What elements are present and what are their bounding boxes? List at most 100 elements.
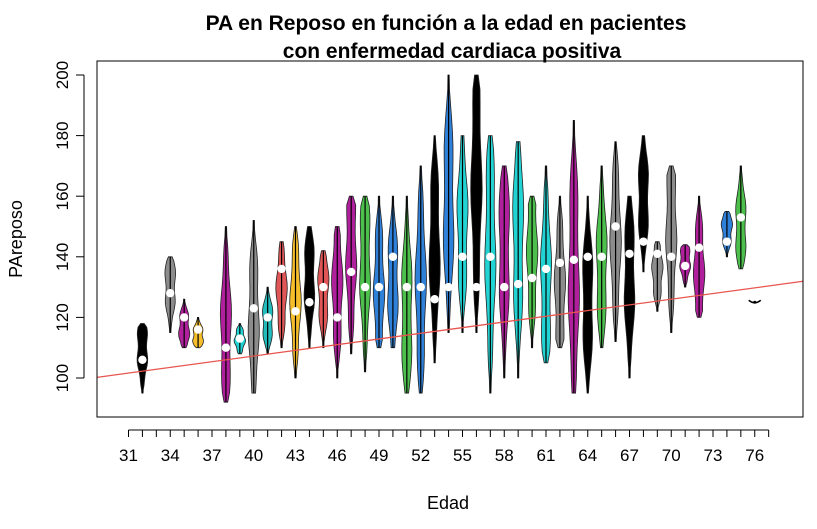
- x-tick-label: 34: [161, 446, 180, 465]
- x-tick-label: 31: [119, 446, 138, 465]
- violin-age-55: [456, 135, 469, 334]
- violin-age-76: [748, 299, 762, 304]
- violin-age-45: [317, 250, 330, 349]
- median-point: [597, 252, 606, 261]
- median-point: [249, 304, 258, 313]
- violin-age-49: [372, 195, 386, 349]
- median-point: [263, 313, 272, 322]
- chart-title-line2: con enfermedad cardiaca positiva: [283, 40, 622, 63]
- violin-age-66: [609, 141, 622, 343]
- violin-age-48: [359, 195, 371, 373]
- violin-age-35: [178, 298, 191, 349]
- violin-age-64: [582, 195, 594, 394]
- x-tick-label: 40: [244, 446, 263, 465]
- chart-title-line1: PA en Reposo en función a la edad en pac…: [206, 12, 687, 35]
- median-point: [722, 237, 732, 246]
- median-point: [500, 282, 509, 292]
- violin-age-67: [623, 195, 636, 379]
- median-point: [374, 282, 384, 292]
- median-point: [583, 252, 592, 261]
- violin-age-60: [526, 195, 539, 349]
- violin-age-74: [720, 210, 734, 258]
- x-tick-label: 61: [537, 446, 556, 465]
- median-point: [193, 325, 203, 334]
- y-tick-label: 180: [53, 121, 72, 149]
- median-point: [639, 237, 648, 246]
- median-point: [333, 313, 342, 322]
- violin-age-69: [651, 241, 664, 312]
- violin-age-65: [595, 165, 608, 349]
- x-tick-label: 52: [411, 446, 430, 465]
- x-tick-label: 64: [578, 446, 597, 465]
- violin-age-52: [414, 165, 427, 394]
- x-tick-label: 58: [495, 446, 514, 465]
- violin-age-40: [247, 219, 260, 394]
- median-point: [541, 264, 551, 274]
- median-point: [694, 243, 704, 252]
- x-tick-label: 43: [286, 446, 305, 465]
- plot-frame: [96, 60, 804, 418]
- median-point: [486, 252, 495, 261]
- median-point: [416, 282, 425, 292]
- median-point: [388, 252, 398, 261]
- median-point: [472, 282, 481, 292]
- median-point: [277, 264, 286, 274]
- x-axis-label: Edad: [427, 493, 469, 513]
- median-point: [653, 249, 662, 258]
- median-point: [527, 273, 537, 283]
- violin-age-70: [665, 165, 678, 334]
- violin-age-44: [303, 226, 316, 349]
- y-tick-label: 160: [53, 182, 72, 210]
- x-axis: 31 34 37 40 43 46 49 52 55 58 61 64 67 70 73 76: [119, 429, 770, 465]
- x-tick-label: 76: [745, 446, 764, 465]
- median-point: [319, 282, 328, 292]
- violin-age-51: [401, 195, 413, 394]
- x-tick-label: 55: [453, 446, 472, 465]
- y-axis-label: PAreposo: [6, 200, 26, 278]
- violin-age-32: [136, 323, 149, 394]
- violin-age-53: [428, 135, 441, 364]
- violin-age-39: [233, 323, 247, 355]
- median-point: [667, 252, 676, 261]
- x-tick-label: 46: [328, 446, 347, 465]
- violin-age-62: [553, 195, 567, 349]
- violin-series: [136, 74, 762, 403]
- violin-age-59: [512, 141, 525, 379]
- y-axis: 100 120 140 160 180 200: [53, 61, 85, 392]
- violin-age-56: [470, 74, 483, 334]
- violin-age-34: [164, 256, 177, 334]
- median-point: [346, 267, 356, 277]
- violin-age-58: [498, 165, 510, 379]
- violin-age-57: [484, 135, 497, 394]
- violin-age-38: [219, 226, 232, 403]
- violin-age-50: [387, 195, 399, 349]
- violin-age-42: [275, 241, 288, 349]
- y-tick-label: 200: [53, 61, 72, 89]
- violin-age-36: [192, 316, 204, 349]
- median-point: [291, 307, 300, 316]
- median-point: [360, 282, 370, 292]
- violin-age-47: [345, 195, 358, 355]
- median-point: [736, 213, 746, 222]
- x-tick-label: 49: [370, 446, 389, 465]
- y-tick-label: 140: [53, 243, 72, 271]
- regression-line: [96, 280, 804, 379]
- violin-age-68: [637, 135, 649, 273]
- violin-age-43: [289, 226, 302, 379]
- violin-age-75: [735, 165, 747, 270]
- median-point: [569, 255, 579, 265]
- x-tick-label: 37: [203, 446, 222, 465]
- median-point: [221, 343, 231, 352]
- median-point: [458, 252, 467, 261]
- violin-age-63: [567, 120, 580, 394]
- median-point: [513, 279, 523, 289]
- median-point: [138, 355, 147, 365]
- median-point: [555, 258, 565, 268]
- violin-age-61: [539, 165, 553, 364]
- violin-age-54: [442, 74, 455, 334]
- median-point: [179, 313, 189, 322]
- median-point: [625, 249, 634, 258]
- median-point: [166, 288, 175, 298]
- x-tick-label: 73: [704, 446, 723, 465]
